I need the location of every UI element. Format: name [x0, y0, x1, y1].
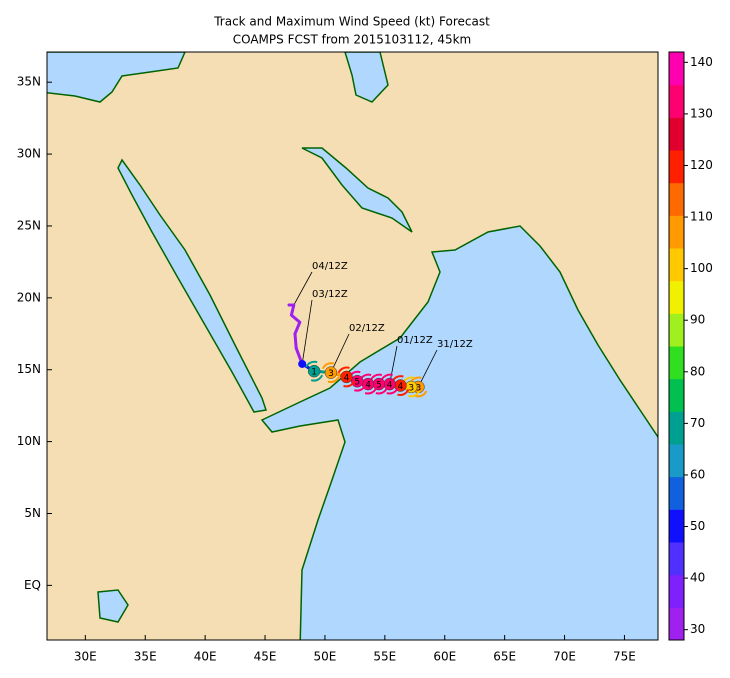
- category-label: 4: [344, 373, 350, 383]
- track-point: [294, 346, 298, 350]
- colorbar-band: [669, 313, 684, 347]
- colorbar-tick-label: 100: [690, 261, 713, 275]
- track-point: [289, 313, 293, 317]
- colorbar-band: [669, 509, 684, 543]
- x-tick-label: 60E: [433, 650, 456, 664]
- colorbar-band: [669, 346, 684, 380]
- track-point: [307, 364, 321, 378]
- category-label: 3: [408, 383, 414, 393]
- track-point: [298, 320, 302, 324]
- red-sea: [117, 158, 267, 413]
- colorbar-band: [669, 411, 684, 445]
- track-segment: [293, 333, 298, 349]
- colorbar-band: [669, 84, 684, 118]
- category-label: 5: [376, 381, 382, 391]
- y-tick-label: 10N: [17, 434, 41, 448]
- storm-swirl: [337, 366, 356, 388]
- annotation-leader: [330, 333, 350, 373]
- colorbar-tick-label: 30: [690, 622, 705, 636]
- persian-gulf: [301, 147, 413, 233]
- y-tick-label: 30N: [17, 147, 41, 161]
- colorbar-band: [669, 248, 684, 282]
- colorbar-tick-label: 60: [690, 467, 705, 481]
- track-point: [340, 370, 353, 384]
- category-label: 1: [311, 368, 317, 378]
- colorbar-tick-label: 110: [690, 210, 713, 224]
- track-point: [298, 359, 307, 368]
- track-point: [351, 374, 364, 388]
- track-point: [292, 303, 296, 307]
- mediterranean: [47, 52, 186, 103]
- x-tick-label: 65E: [493, 650, 516, 664]
- colorbar-band: [669, 542, 684, 576]
- annotation: 02/12Z: [349, 323, 385, 334]
- caspian: [344, 52, 389, 103]
- y-tick-label: 5N: [24, 506, 41, 520]
- category-label: 3: [416, 383, 422, 393]
- annotation-leader: [389, 345, 398, 385]
- annotation: 01/12Z: [397, 335, 433, 346]
- plot-frame: [46, 51, 659, 641]
- track-point: [287, 303, 291, 307]
- category-label: 4: [387, 381, 393, 391]
- indian-ocean: [260, 225, 658, 640]
- storm-swirl: [322, 362, 340, 384]
- x-tick-label: 30E: [74, 650, 97, 664]
- annotation-leader: [418, 349, 438, 388]
- track-segment: [289, 304, 296, 316]
- annotation: 03/12Z: [312, 289, 348, 300]
- x-tick-label: 75E: [613, 650, 636, 664]
- colorbar-band: [669, 150, 684, 184]
- basemap: [47, 52, 658, 640]
- annotation: 31/12Z: [437, 339, 473, 350]
- colorbar-tick-label: 90: [690, 313, 705, 327]
- colorbar-band: [669, 215, 684, 249]
- storm-swirl: [305, 360, 324, 382]
- annotation-leader: [301, 299, 313, 365]
- colorbar-tick-label: 40: [690, 571, 705, 585]
- lake-victoria: [97, 589, 129, 623]
- title-line: Track and Maximum Wind Speed (kt) Foreca…: [213, 15, 490, 29]
- colorbar-tick-label: 80: [690, 364, 705, 378]
- y-tick-label: 20N: [17, 290, 41, 304]
- x-tick-label: 55E: [373, 650, 396, 664]
- x-tick-label: 40E: [194, 650, 217, 664]
- category-label: 5: [354, 378, 360, 388]
- annotation-leader: [293, 271, 313, 306]
- track-point: [293, 332, 297, 336]
- colorbar-band: [669, 117, 684, 151]
- annotation: 04/12Z: [312, 261, 348, 272]
- colorbar-band: [669, 476, 684, 510]
- colorbar-tick-label: 140: [690, 55, 713, 69]
- colorbar-frame: [668, 51, 685, 641]
- category-label: 4: [365, 381, 371, 391]
- colorbar-band: [669, 378, 684, 412]
- track-segment: [290, 313, 301, 324]
- colorbar-band: [669, 574, 684, 608]
- colorbar-band: [669, 182, 684, 216]
- colorbar-band: [669, 607, 684, 641]
- y-tick-label: 15N: [17, 362, 41, 376]
- x-tick-label: 45E: [254, 650, 277, 664]
- x-tick-label: 70E: [553, 650, 576, 664]
- colorbar-band: [669, 52, 684, 86]
- title-line: COAMPS FCST from 2015103112, 45km: [233, 33, 472, 47]
- colorbar-tick-label: 50: [690, 519, 705, 533]
- x-tick-label: 35E: [134, 650, 157, 664]
- colorbar-tick-label: 70: [690, 416, 705, 430]
- y-tick-label: 35N: [17, 75, 41, 89]
- y-tick-label: 25N: [17, 218, 41, 232]
- colorbar-tick-label: 120: [690, 158, 713, 172]
- y-tick-label: EQ: [24, 578, 41, 592]
- category-label: 4: [398, 382, 404, 392]
- colorbar-band: [669, 444, 684, 478]
- x-tick-label: 50E: [314, 650, 337, 664]
- track-segment: [293, 321, 302, 335]
- category-label: 3: [328, 369, 334, 379]
- colorbar-band: [669, 280, 684, 314]
- colorbar-tick-label: 130: [690, 106, 713, 120]
- track-point: [324, 366, 338, 379]
